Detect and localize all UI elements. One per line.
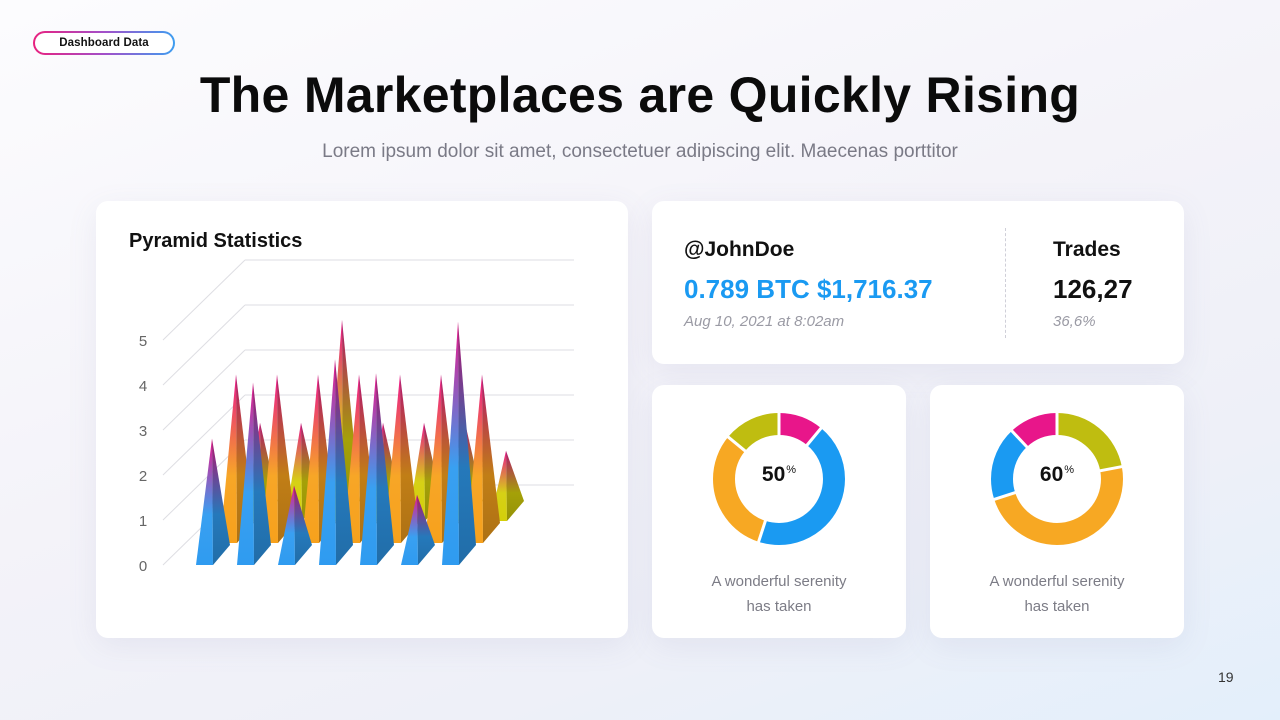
- trades-percentage: 36,6%: [1053, 313, 1096, 330]
- account-stats-card: @JohnDoe 0.789 BTC $1,716.37 Aug 10, 202…: [652, 201, 1184, 364]
- donut-separator: [992, 490, 1017, 502]
- pyramid-bar: [442, 321, 476, 565]
- donut-separator: [1010, 429, 1029, 449]
- pyramid-chart: 0 1 2 3 4 5: [139, 259, 574, 575]
- donut-2-caption-line1: A wonderful serenity: [989, 573, 1125, 590]
- pyramid-bar: [319, 359, 353, 565]
- tag-label: Dashboard Data: [35, 33, 173, 53]
- donut-2-value: 60%: [1039, 463, 1075, 486]
- pyramid-face-right: [294, 485, 312, 565]
- donut-1-caption: A wonderful serenity has taken: [652, 569, 906, 619]
- donut-1-value: 50%: [761, 463, 797, 486]
- pyramid-face-right: [335, 359, 353, 565]
- y-tick-label: 1: [139, 513, 147, 530]
- donut-2-caption: A wonderful serenity has taken: [930, 569, 1184, 619]
- donut-chart-2: [991, 412, 1124, 545]
- page-subtitle: Lorem ipsum dolor sit amet, consectetuer…: [322, 141, 958, 162]
- gridline-diagonal: [162, 394, 246, 476]
- gridline-diagonal: [162, 259, 246, 341]
- pyramid-face-left: [302, 374, 319, 543]
- pyramid-bar: [360, 373, 394, 565]
- pyramid-face-left: [319, 359, 336, 565]
- pyramid-face-right: [458, 321, 476, 565]
- pyramid-face-left: [425, 374, 442, 543]
- donut-2-caption-line2: has taken: [1024, 598, 1090, 615]
- dashboard-data-tag: Dashboard Data: [33, 31, 175, 55]
- y-tick-label: 2: [139, 468, 147, 485]
- pyramid-bar: [278, 485, 312, 565]
- pyramid-face-left: [360, 373, 377, 565]
- pyramid-bar: [401, 494, 435, 565]
- trades-value: 126,27: [1053, 274, 1133, 304]
- pyramid-face-right: [277, 374, 295, 543]
- pyramid-bar: [237, 382, 271, 565]
- donut-1-caption-line2: has taken: [746, 598, 812, 615]
- pyramid-face-right: [376, 373, 394, 565]
- pyramid-face-left: [442, 321, 459, 565]
- donut-1-caption-line1: A wonderful serenity: [711, 573, 847, 590]
- btc-balance: 0.789 BTC $1,716.37: [684, 274, 933, 304]
- pyramid-face-right: [417, 494, 435, 565]
- chart-title: Pyramid Statistics: [129, 230, 303, 252]
- pyramid-face-right: [482, 374, 500, 543]
- donut-separator: [756, 519, 768, 544]
- pyramid-face-right: [400, 374, 418, 543]
- pyramid-face-left: [237, 382, 254, 565]
- donut-segment: [713, 413, 845, 545]
- donut-card-1: 50% A wonderful serenity has taken: [652, 385, 906, 638]
- donut-segment: [713, 413, 845, 545]
- donut-chart-1: [713, 412, 845, 545]
- donut-segment: [991, 413, 1123, 545]
- y-tick-label: 5: [139, 333, 147, 350]
- trades-label: Trades: [1053, 238, 1121, 261]
- y-tick-label: 0: [139, 558, 147, 575]
- gridline-diagonal: [162, 304, 246, 386]
- pyramid-bar: [196, 438, 230, 565]
- pyramid-face-left: [401, 494, 418, 565]
- page-title: The Marketplaces are Quickly Rising: [199, 67, 1081, 123]
- balance-date: Aug 10, 2021 at 8:02am: [684, 313, 845, 330]
- donut-segment: [991, 413, 1123, 545]
- y-tick-label: 3: [139, 423, 147, 440]
- pyramid-face-left: [278, 485, 295, 565]
- pyramid-chart-card: Pyramid Statistics 0 1 2 3 4 5: [96, 201, 628, 638]
- stats-divider: [1005, 228, 1006, 338]
- pyramid-face-right: [253, 382, 271, 565]
- page-number: 19: [1218, 669, 1234, 685]
- donut-card-2: 60% A wonderful serenity has taken: [930, 385, 1184, 638]
- gridline-diagonal: [162, 349, 246, 431]
- pyramid-face-right: [506, 450, 524, 521]
- pyramid-face-right: [212, 438, 230, 565]
- donut-separator: [726, 435, 747, 453]
- pyramid-face-left: [196, 438, 213, 565]
- y-tick-label: 4: [139, 378, 147, 395]
- donut-separator: [1098, 464, 1124, 473]
- donut-separator: [805, 426, 823, 447]
- username: @JohnDoe: [684, 238, 795, 261]
- pyramid-face-left: [220, 374, 237, 543]
